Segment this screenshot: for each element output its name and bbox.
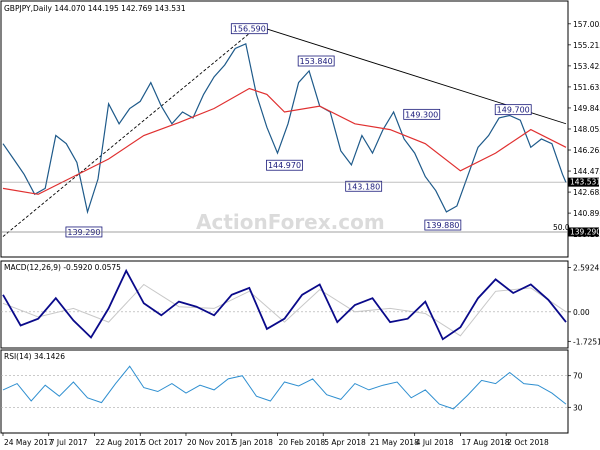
rsi-series (1, 365, 568, 410)
rsi-line (2, 365, 567, 410)
y-tick-label: 70 (573, 372, 583, 381)
y-tick-label: 157.005 (573, 20, 600, 29)
macd-y-axis: 2.5924 0.00 -1.7251 (568, 264, 600, 346)
x-tick-label: 5 Oct 2017 (141, 438, 183, 447)
y-tick-label: 30 (573, 403, 583, 412)
x-tick-label: 20 Nov 2017 (187, 438, 235, 447)
x-tick-label: 17 Aug 2018 (461, 438, 509, 447)
moving-average-line (2, 87, 567, 195)
price-y-axis: 157.005 155.215 153.425 151.635 149.845 148.0… (568, 20, 600, 239)
fib-price-tag: 139.290 (568, 227, 600, 237)
price-annotation-label: 149.700 (497, 106, 530, 115)
macd-panel: MACD(12,26,9) -0.5920 0.0575 2.5924 0.00 -… (0, 260, 600, 349)
fib-price-value: 139.290 (570, 227, 600, 236)
y-tick-label: 0.00 (573, 308, 590, 317)
price-series (2, 42, 567, 215)
price-annotation-box (494, 104, 532, 116)
price-annotation-label: 139.880 (426, 221, 459, 230)
x-tick-label: 2 Oct 2018 (507, 438, 549, 447)
price-annotation-label: 156.590 (233, 25, 266, 34)
price-annotation-box (345, 180, 383, 192)
price-annotations: 156.590 153.840 144.970 149.300 143.180 149.7… (65, 23, 532, 238)
x-tick-label: 24 May 2017 (4, 438, 53, 447)
x-tick-label: 22 Aug 2017 (95, 438, 143, 447)
x-tick-label: 20 Feb 2018 (278, 438, 325, 447)
macd-line (2, 268, 567, 341)
price-annotation-label: 143.180 (347, 182, 380, 191)
x-tick-label: 5 Jan 2018 (233, 438, 273, 447)
y-tick-label: 140.895 (573, 209, 600, 218)
price-annotation-box (403, 108, 441, 120)
x-tick-label: 21 May 2018 (370, 438, 419, 447)
last-price-tag: 143.531 (568, 177, 600, 187)
last-price-value: 143.531 (570, 178, 600, 187)
y-tick-label: 151.635 (573, 83, 600, 92)
y-tick-label: 149.845 (573, 104, 600, 113)
price-annotation-label: 144.970 (268, 161, 301, 170)
price-annotation-label: 153.840 (300, 57, 333, 66)
price-annotation-label: 149.300 (405, 110, 438, 119)
price-panel: GBPJPY,Daily 144.070 144.195 142.769 143… (0, 0, 600, 258)
y-tick-label: 146.265 (573, 146, 600, 155)
price-annotation-box (266, 159, 303, 171)
macd-series (2, 268, 567, 341)
y-tick-label: 2.5924 (573, 264, 599, 273)
y-tick-label: 148.055 (573, 125, 600, 134)
x-tick-label: 5 Apr 2018 (324, 438, 366, 447)
rsi-y-axis: 70 30 (568, 372, 583, 412)
dashed-trendline (2, 25, 259, 237)
watermark: ActionForex.com (196, 210, 385, 234)
rsi-panel: RSI(14) 34.1426 70 30 (0, 349, 583, 434)
price-annotation-label: 139.290 (67, 228, 100, 237)
fib-50-label: 50.0 (553, 223, 570, 232)
price-title: GBPJPY,Daily 144.070 144.195 142.769 143… (4, 4, 186, 13)
y-tick-label: 153.425 (573, 62, 600, 71)
y-tick-label: 155.215 (573, 41, 600, 50)
price-line (2, 42, 567, 215)
price-annotation-box (424, 219, 462, 231)
x-tick-label: 4 Jul 2018 (416, 438, 454, 447)
signal-line (2, 283, 567, 337)
y-tick-label: 144.475 (573, 167, 600, 176)
y-tick-label: -1.7251 (573, 337, 600, 346)
x-tick-label: 7 Jul 2017 (50, 438, 88, 447)
y-tick-label: 142.685 (573, 188, 600, 197)
macd-title: MACD(12,26,9) -0.5920 0.0575 (4, 263, 121, 272)
price-annotation-box (297, 55, 335, 67)
price-annotation-box (230, 23, 268, 35)
rsi-title: RSI(14) 34.1426 (4, 352, 65, 361)
